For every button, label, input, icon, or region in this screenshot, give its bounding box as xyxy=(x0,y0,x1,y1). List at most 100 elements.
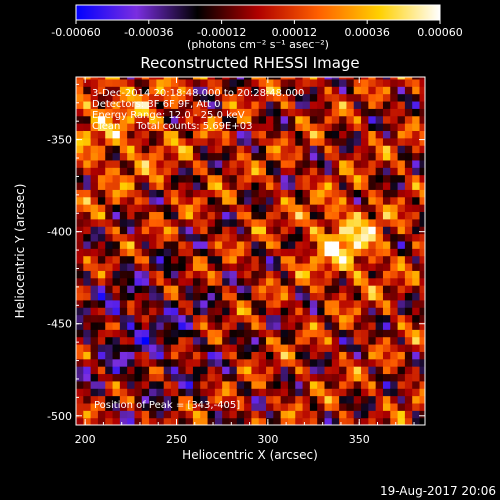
heatmap-cell xyxy=(236,307,245,316)
heatmap-cell xyxy=(390,307,399,316)
heatmap-cell xyxy=(134,366,143,375)
heatmap-cell xyxy=(375,329,384,338)
heatmap-cell xyxy=(302,211,311,220)
heatmap-cell xyxy=(280,130,289,139)
heatmap-cell xyxy=(295,292,304,301)
heatmap-cell xyxy=(375,233,384,242)
heatmap-cell xyxy=(404,218,413,227)
heatmap-cell xyxy=(178,159,187,168)
heatmap-cell xyxy=(324,270,333,279)
heatmap-cell xyxy=(375,402,384,411)
heatmap-cell xyxy=(368,299,377,308)
heatmap-cell xyxy=(251,181,260,190)
heatmap-cell xyxy=(83,115,92,124)
y-tick-label: -450 xyxy=(47,318,72,331)
heatmap-cell xyxy=(178,226,187,235)
heatmap-cell xyxy=(419,233,425,242)
heatmap-cell xyxy=(134,108,143,117)
heatmap-cell xyxy=(295,78,304,87)
heatmap-cell xyxy=(412,321,421,330)
heatmap-cell xyxy=(368,277,377,286)
heatmap-cell xyxy=(258,78,267,87)
heatmap-cell xyxy=(192,167,201,176)
heatmap-cell xyxy=(419,240,425,249)
heatmap-cell xyxy=(375,395,384,404)
heatmap-cell xyxy=(244,100,253,109)
heatmap-cell xyxy=(382,123,391,131)
heatmap-cell xyxy=(390,115,399,124)
heatmap-cell xyxy=(390,240,399,249)
heatmap-cell xyxy=(331,351,340,360)
heatmap-cell xyxy=(156,174,165,183)
heatmap-cell xyxy=(375,100,384,109)
heatmap-cell xyxy=(127,277,136,286)
annotation-counts: Clean Total counts: 5.69E+03 xyxy=(92,121,252,132)
heatmap-cell xyxy=(156,388,165,397)
heatmap-cell xyxy=(105,174,114,183)
heatmap-cell xyxy=(251,174,260,183)
heatmap-cell xyxy=(346,108,355,117)
heatmap-cell xyxy=(90,115,99,124)
heatmap-cell xyxy=(149,100,157,109)
heatmap-cell xyxy=(222,402,231,411)
heatmap-cell xyxy=(244,196,253,205)
heatmap-cell xyxy=(273,211,282,220)
heatmap-cell xyxy=(149,351,157,360)
heatmap-cell xyxy=(112,108,121,117)
heatmap-cell xyxy=(163,159,172,168)
heatmap-cell xyxy=(339,329,348,338)
heatmap-cell xyxy=(346,145,355,154)
heatmap-cell xyxy=(90,174,99,183)
heatmap-cell xyxy=(149,159,157,168)
heatmap-cell xyxy=(119,329,128,338)
heatmap-cell xyxy=(309,86,318,95)
heatmap-cell xyxy=(309,358,318,367)
heatmap-cell xyxy=(97,366,106,375)
heatmap-cell xyxy=(171,292,179,301)
heatmap-cell xyxy=(368,204,377,213)
heatmap-cell xyxy=(76,373,84,382)
heatmap-cell xyxy=(287,77,296,80)
heatmap-cell xyxy=(397,321,406,330)
heatmap-cell xyxy=(76,115,84,124)
heatmap-cell xyxy=(295,329,304,338)
heatmap-cell xyxy=(171,152,179,161)
heatmap-cell xyxy=(251,388,260,397)
heatmap-cell xyxy=(287,262,296,271)
heatmap-cell xyxy=(412,255,421,264)
heatmap-cell xyxy=(375,255,384,264)
heatmap-cell xyxy=(353,270,362,279)
heatmap-cell xyxy=(214,410,223,419)
heatmap-cell xyxy=(251,218,260,227)
heatmap-cell xyxy=(178,417,187,425)
heatmap-cell xyxy=(149,130,157,139)
heatmap-cell xyxy=(244,233,253,242)
heatmap-cell xyxy=(390,277,399,286)
heatmap-cell xyxy=(287,351,296,360)
heatmap-cell xyxy=(280,402,289,411)
heatmap-cell xyxy=(149,181,157,190)
heatmap-cell xyxy=(112,77,121,80)
heatmap-cell xyxy=(324,211,333,220)
heatmap-cell xyxy=(244,78,253,87)
heatmap-cell xyxy=(76,211,84,220)
heatmap-cell xyxy=(119,270,128,279)
heatmap-cell xyxy=(353,174,362,183)
heatmap-cell xyxy=(200,233,209,242)
heatmap-cell xyxy=(207,366,216,375)
heatmap-cell xyxy=(368,167,377,176)
heatmap-cell xyxy=(266,395,274,404)
heatmap-cell xyxy=(419,299,425,308)
heatmap-cell xyxy=(353,299,362,308)
heatmap-cell xyxy=(200,321,209,330)
heatmap-cell xyxy=(419,388,425,397)
heatmap-cell xyxy=(83,174,92,183)
heatmap-cell xyxy=(317,93,326,102)
heatmap-cell xyxy=(317,262,326,271)
heatmap-cell xyxy=(317,86,326,95)
heatmap-cell xyxy=(178,100,187,109)
heatmap-cell xyxy=(83,130,92,139)
heatmap-cell xyxy=(207,123,216,131)
heatmap-cell xyxy=(390,233,399,242)
heatmap-cell xyxy=(251,137,260,146)
